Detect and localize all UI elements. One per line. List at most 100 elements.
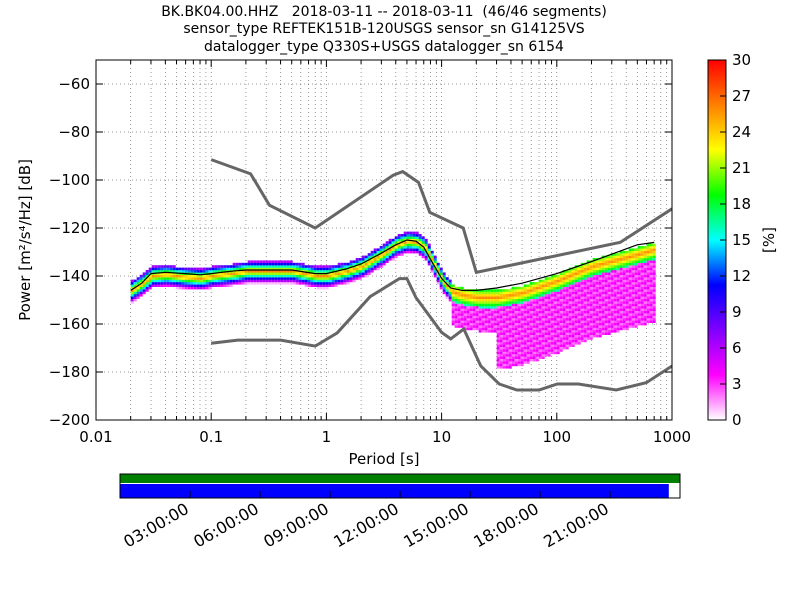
ppsd-cell xyxy=(550,332,554,335)
ppsd-cell xyxy=(634,286,638,290)
ppsd-cell xyxy=(652,296,656,299)
ppsd-cell xyxy=(175,286,179,290)
ppsd-cell xyxy=(289,274,293,278)
ppsd-cell xyxy=(514,356,518,359)
ppsd-cell xyxy=(259,272,263,275)
ppsd-histogram xyxy=(130,231,656,369)
ppsd-cell xyxy=(589,284,593,287)
ppsd-cell xyxy=(544,303,548,307)
ppsd-cell xyxy=(571,301,575,304)
ppsd-cell xyxy=(622,313,626,316)
ppsd-cell xyxy=(541,351,545,355)
ppsd-cell xyxy=(595,282,599,285)
ppsd-cell xyxy=(430,270,434,273)
ppsd-cell xyxy=(532,358,536,362)
ppsd-cell xyxy=(457,308,461,311)
ppsd-cell xyxy=(625,291,629,295)
ppsd-cell xyxy=(319,282,323,285)
ppsd-cell xyxy=(592,306,596,309)
ppsd-cell xyxy=(598,330,602,333)
ppsd-cell xyxy=(136,282,140,285)
ppsd-cell xyxy=(361,272,365,275)
ppsd-cell xyxy=(145,277,149,280)
ppsd-cell xyxy=(346,277,350,280)
ppsd-cell xyxy=(550,346,554,350)
ppsd-cell xyxy=(604,289,608,292)
ppsd-cell xyxy=(337,270,341,273)
ppsd-cell xyxy=(343,277,347,280)
ppsd-cell xyxy=(601,306,605,309)
ppsd-cell xyxy=(646,296,650,299)
ppsd-cell xyxy=(508,320,512,323)
ppsd-cell xyxy=(355,258,359,261)
ppsd-cell xyxy=(262,272,266,275)
ppsd-cell xyxy=(268,279,272,283)
ppsd-cell xyxy=(349,267,353,271)
ppsd-cell xyxy=(457,296,461,299)
ppsd-cell xyxy=(565,289,569,292)
ppsd-cell xyxy=(400,238,404,242)
ppsd-cell xyxy=(643,320,647,323)
ppsd-cell xyxy=(511,289,515,292)
ppsd-cell xyxy=(448,282,452,285)
ppsd-cell xyxy=(625,313,629,316)
ppsd-cell xyxy=(607,291,611,295)
ppsd-cell xyxy=(172,267,176,271)
ppsd-cell xyxy=(601,274,605,278)
ppsd-cell xyxy=(343,282,347,285)
ppsd-cell xyxy=(646,246,650,249)
ppsd-cell xyxy=(583,337,587,340)
ppsd-cell xyxy=(466,291,470,295)
ppsd-cell xyxy=(550,315,554,319)
ppsd-cell xyxy=(580,337,584,340)
ppsd-cell xyxy=(148,270,152,273)
ppsd-cell xyxy=(508,361,512,364)
ppsd-cell xyxy=(304,282,308,285)
ppsd-cell xyxy=(289,279,293,283)
ppsd-cell xyxy=(508,318,512,321)
ppsd-cell xyxy=(484,291,488,295)
ppsd-cell xyxy=(634,315,638,319)
ppsd-cell xyxy=(538,315,542,319)
ppsd-cell xyxy=(514,325,518,328)
ppsd-cell xyxy=(352,277,356,280)
ppsd-cell xyxy=(574,289,578,292)
ppsd-cell xyxy=(451,318,455,321)
ppsd-cell xyxy=(559,346,563,350)
ppsd-cell xyxy=(505,366,509,369)
ppsd-cell xyxy=(637,248,641,251)
ppsd-cell xyxy=(277,262,281,266)
ppsd-cell xyxy=(289,267,293,271)
ppsd-cell xyxy=(553,322,557,326)
ppsd-cell xyxy=(466,296,470,299)
ppsd-cell xyxy=(610,327,614,331)
ppsd-cell xyxy=(496,308,500,311)
new-low-noise-model-line xyxy=(211,277,672,392)
ppsd-cell xyxy=(553,284,557,287)
ppsd-cell xyxy=(586,298,590,302)
ppsd-cell xyxy=(595,303,599,307)
ppsd-cell xyxy=(340,277,344,280)
ppsd-cell xyxy=(499,294,503,297)
ppsd-cell xyxy=(631,322,635,326)
ppsd-cell xyxy=(535,306,539,309)
ppsd-cell xyxy=(649,294,653,297)
ppsd-cell xyxy=(457,320,461,323)
ppsd-cell xyxy=(358,258,362,261)
ppsd-cell xyxy=(640,313,644,316)
ppsd-cell xyxy=(622,265,626,268)
ppsd-cell xyxy=(217,284,221,287)
ppsd-cell xyxy=(379,262,383,266)
ppsd-cell xyxy=(328,265,332,268)
ppsd-cell xyxy=(385,258,389,261)
ppsd-cell xyxy=(277,265,281,268)
ppsd-cell xyxy=(505,332,509,335)
ppsd-cell xyxy=(502,296,506,299)
ppsd-cell xyxy=(367,270,371,273)
ppsd-cell xyxy=(565,342,569,345)
ppsd-cell xyxy=(196,272,200,275)
ppsd-cell xyxy=(565,308,569,311)
ppsd-cell xyxy=(532,289,536,292)
ppsd-cell xyxy=(286,282,290,285)
ppsd-cell xyxy=(541,337,545,340)
